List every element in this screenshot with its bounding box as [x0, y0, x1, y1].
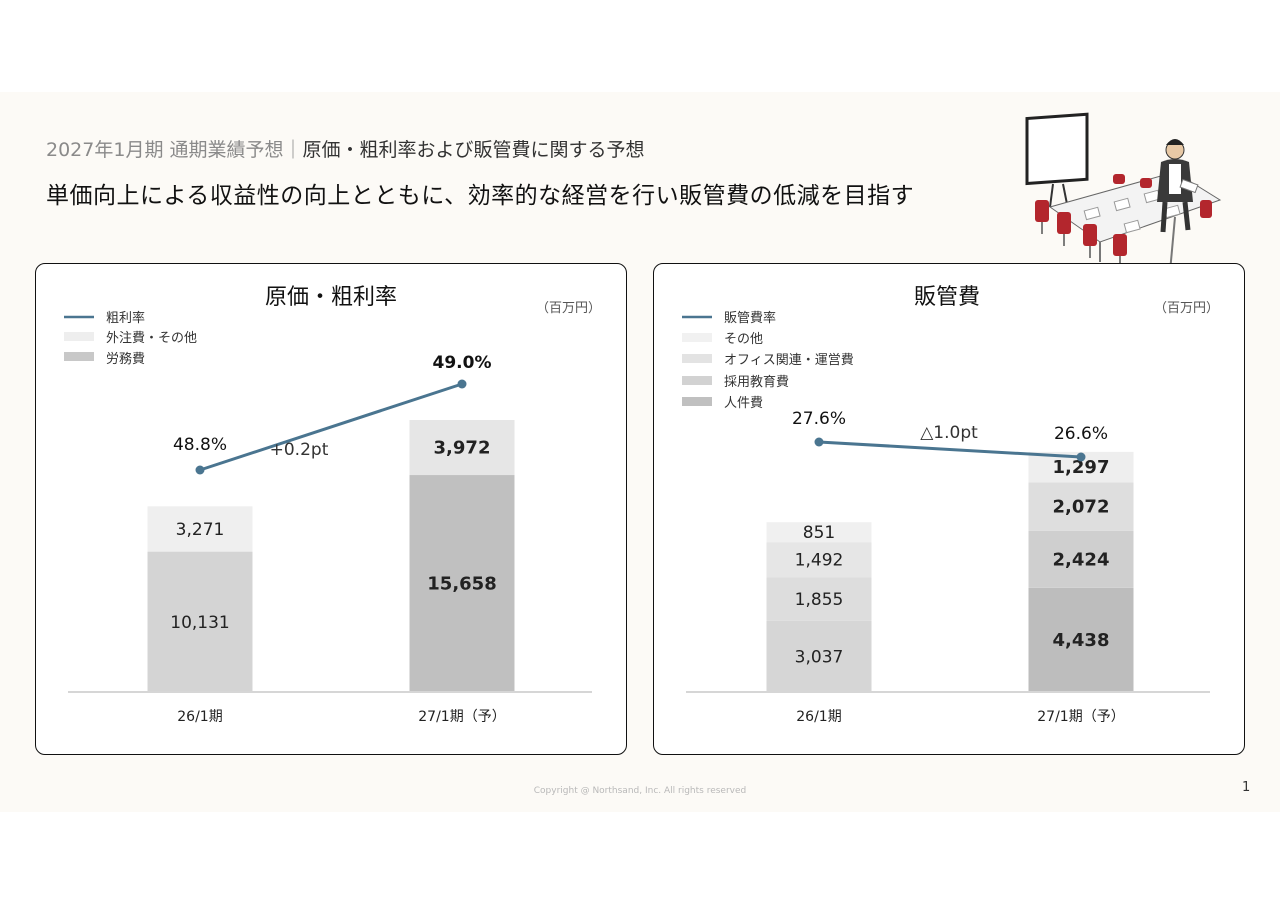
bar-segment — [409, 475, 515, 692]
ratio-label: 26.6% — [1054, 424, 1108, 444]
subtitle-period: 2027年1月期 通期業績予想｜ — [46, 139, 303, 161]
legend-swatch — [682, 376, 712, 385]
data-label: 2,424 — [1053, 549, 1110, 570]
slide-headline: 単価向上による収益性の向上とともに、効率的な経営を行い販管費の低減を目指す — [46, 183, 915, 209]
bar-segment — [766, 620, 872, 692]
ratio-point — [1076, 452, 1086, 462]
data-label: 2,072 — [1053, 497, 1110, 518]
chart-title: 原価・粗利率 — [265, 285, 397, 310]
legend-swatch — [64, 352, 94, 361]
chart-unit: （百万円） — [536, 301, 601, 316]
bar-segment — [1028, 530, 1134, 588]
sga-chart-svg: 販管費 （百万円） 販管費率 その他 オフィス関連・運営費 採用教育費 人件費 … — [682, 285, 1219, 725]
bar-segment — [409, 420, 515, 476]
legend-label: その他 — [724, 332, 763, 347]
legend-swatch — [682, 333, 712, 342]
cost-chart-svg: 原価・粗利率 （百万円） 粗利率 外注費・その他 労務費 10,131 3,271… — [64, 285, 601, 725]
legend-label: 労務費 — [106, 352, 145, 367]
bar-segment — [1028, 482, 1134, 531]
change-annotation: △1.0pt — [920, 423, 978, 443]
change-annotation: +0.2pt — [270, 440, 329, 460]
page-number: 1 — [1242, 780, 1251, 795]
bar-segment — [147, 551, 253, 692]
legend-label: 採用教育費 — [724, 374, 789, 390]
data-label: 851 — [803, 523, 835, 543]
ratio-line — [199, 382, 463, 472]
legend-label: オフィス関連・運営費 — [724, 353, 854, 368]
x-tick-label: 26/1期 — [177, 709, 222, 725]
bar-segment — [1028, 587, 1134, 692]
slide-subtitle: 2027年1月期 通期業績予想｜原価・粗利率および販管費に関する予想 — [46, 135, 645, 162]
chart-unit: （百万円） — [1154, 301, 1219, 316]
legend-label: 外注費・その他 — [106, 331, 197, 346]
ratio-point — [457, 379, 467, 389]
data-label: 3,972 — [434, 438, 491, 459]
ratio-label: 49.0% — [433, 353, 492, 373]
chart-legend: 販管費率 その他 オフィス関連・運営費 採用教育費 人件費 — [682, 310, 854, 411]
chart-legend: 粗利率 外注費・その他 労務費 — [64, 310, 197, 367]
cost-gross-margin-panel: 原価・粗利率 （百万円） 粗利率 外注費・その他 労務費 10,131 3,271… — [35, 263, 627, 755]
ratio-label: 27.6% — [792, 409, 846, 429]
bar-segment — [766, 542, 872, 578]
legend-label: 人件費 — [724, 396, 763, 411]
sga-panel: 販管費 （百万円） 販管費率 その他 オフィス関連・運営費 採用教育費 人件費 … — [653, 263, 1245, 755]
legend-swatch — [64, 332, 94, 341]
ratio-label: 48.8% — [173, 435, 227, 455]
chart-title: 販管費 — [914, 285, 980, 310]
data-label: 1,297 — [1053, 457, 1110, 478]
ratio-line — [818, 440, 1082, 459]
x-tick-label: 27/1期（予） — [418, 709, 505, 725]
data-label: 10,131 — [170, 613, 229, 633]
ratio-point — [814, 437, 824, 447]
subtitle-topic: 原価・粗利率および販管費に関する予想 — [302, 139, 645, 161]
data-label: 1,855 — [795, 590, 844, 610]
legend-swatch — [682, 354, 712, 363]
data-label: 1,492 — [795, 551, 844, 571]
x-tick-label: 26/1期 — [796, 709, 841, 725]
legend-swatch — [682, 397, 712, 406]
bar-segment — [766, 577, 872, 621]
legend-label: 粗利率 — [106, 310, 145, 326]
bar-segment — [147, 506, 253, 552]
data-label: 3,037 — [795, 647, 844, 667]
data-label: 4,438 — [1053, 630, 1110, 651]
data-label: 3,271 — [176, 520, 225, 540]
bar-segment — [766, 522, 872, 543]
x-tick-label: 27/1期（予） — [1037, 709, 1124, 725]
meeting-room-illustration — [1005, 112, 1230, 284]
ratio-point — [195, 465, 205, 475]
legend-label: 販管費率 — [724, 310, 776, 326]
data-label: 15,658 — [427, 574, 496, 595]
copyright-footer: Copyright @ Northsand, Inc. All rights r… — [533, 786, 747, 796]
